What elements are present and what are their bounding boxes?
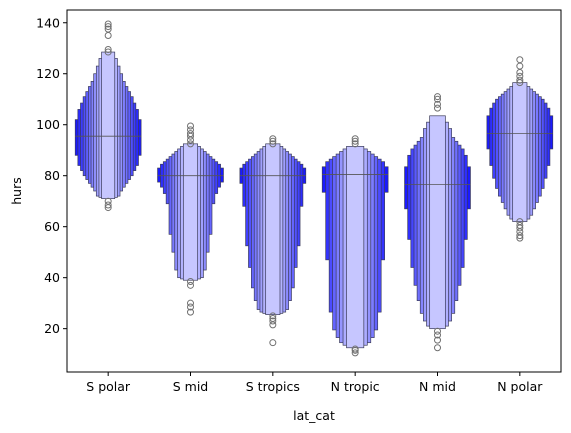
y-tick-label: 20 [44, 321, 60, 336]
boxen-level-box [347, 146, 364, 347]
y-tick-label: 140 [36, 15, 60, 30]
outlier-point [435, 345, 441, 351]
plot-area [75, 21, 553, 356]
y-tick-label: 120 [36, 66, 60, 81]
y-tick-label: 100 [36, 117, 60, 132]
boxen-group [158, 123, 224, 315]
y-tick-label: 40 [44, 270, 60, 285]
y-axis: 20 40 60 80 100 120 140 [36, 15, 67, 336]
y-tick-label: 60 [44, 219, 60, 234]
outlier-point [435, 328, 441, 334]
boxen-group [240, 136, 306, 346]
x-axis: S polar S mid S tropics N tropic N mid N pola… [86, 372, 543, 394]
boxen-level-box [513, 83, 527, 222]
outlier-point [105, 32, 111, 38]
outlier-point [188, 300, 194, 306]
outlier-point [105, 198, 111, 204]
axes-frame [67, 10, 561, 372]
y-tick-label: 80 [44, 168, 60, 183]
boxen-group [487, 57, 553, 241]
x-tick-label: N polar [497, 379, 543, 394]
boxen-level-box [102, 52, 115, 199]
y-axis-label: hurs [9, 177, 24, 205]
outlier-point [517, 63, 523, 69]
boxen-level-box [183, 144, 197, 280]
x-tick-label: S mid [173, 379, 209, 394]
boxen-group [405, 94, 471, 351]
boxen-group [75, 21, 141, 211]
outlier-point [517, 57, 523, 63]
boxen-group [322, 136, 388, 356]
outlier-point [188, 123, 194, 129]
x-tick-label: S tropics [246, 379, 300, 394]
boxen-level-box [430, 116, 446, 329]
boxen-level-box [266, 144, 280, 315]
x-tick-label: N mid [419, 379, 456, 394]
x-tick-label: N tropic [331, 379, 380, 394]
outlier-point [517, 69, 523, 75]
x-tick-label: S polar [86, 379, 131, 394]
outlier-point [270, 340, 276, 346]
x-axis-label: lat_cat [293, 408, 335, 423]
